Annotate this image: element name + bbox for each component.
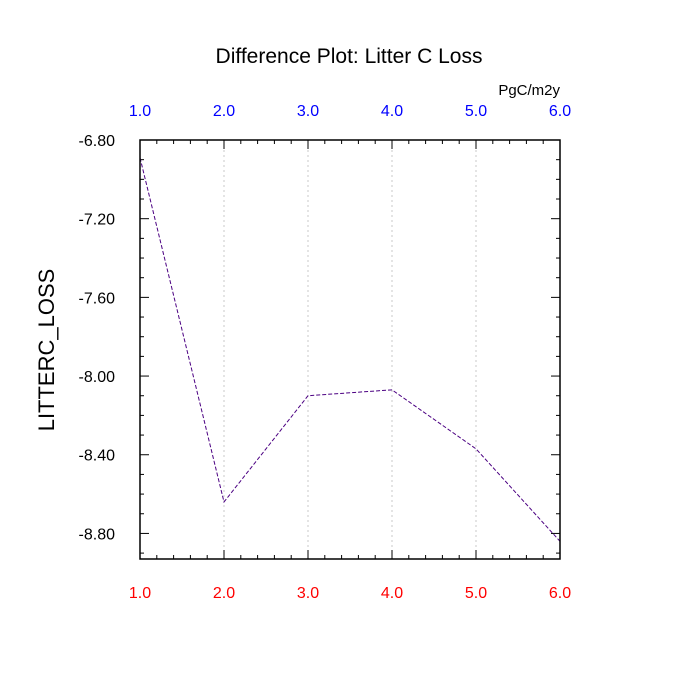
chart-title: Difference Plot: Litter C Loss: [216, 45, 483, 68]
y-tick-label: -8.40: [79, 448, 116, 465]
x-tick-label-bottom: 4.0: [381, 585, 403, 602]
x-tick-label-top: 4.0: [381, 103, 403, 120]
x-tick-label-bottom: 3.0: [297, 585, 319, 602]
y-tick-label: -6.80: [79, 133, 116, 150]
x-tick-label-top: 2.0: [213, 103, 235, 120]
series-lines: [139, 157, 561, 542]
y-tick-label: -7.20: [79, 212, 116, 229]
y-tick-label: -8.00: [79, 369, 116, 386]
tick-labels: 1.0 1.0 2.0 2.0 3.0 3.0 4.0 4.0 5.0 5.0 6.0 6.0 -6.8…: [79, 103, 572, 602]
x-tick-label-top: 5.0: [465, 103, 487, 120]
units-label: PgC/m2y: [498, 82, 560, 99]
x-tick-label-top: 1.0: [129, 103, 151, 120]
x-tick-label-bottom: 6.0: [549, 585, 571, 602]
plot-frame: [139, 139, 561, 560]
x-tick-label-top: 3.0: [297, 103, 319, 120]
y-tick-label: -8.80: [79, 526, 116, 543]
x-tick-label-bottom: 5.0: [465, 585, 487, 602]
x-tick-label-bottom: 1.0: [129, 585, 151, 602]
y-axis-label: LITTERC_LOSS: [34, 269, 59, 432]
y-tick-label: -7.60: [79, 290, 116, 307]
series-line: [139, 157, 561, 542]
x-tick-label-bottom: 2.0: [213, 585, 235, 602]
x-tick-label-top: 6.0: [549, 103, 571, 120]
